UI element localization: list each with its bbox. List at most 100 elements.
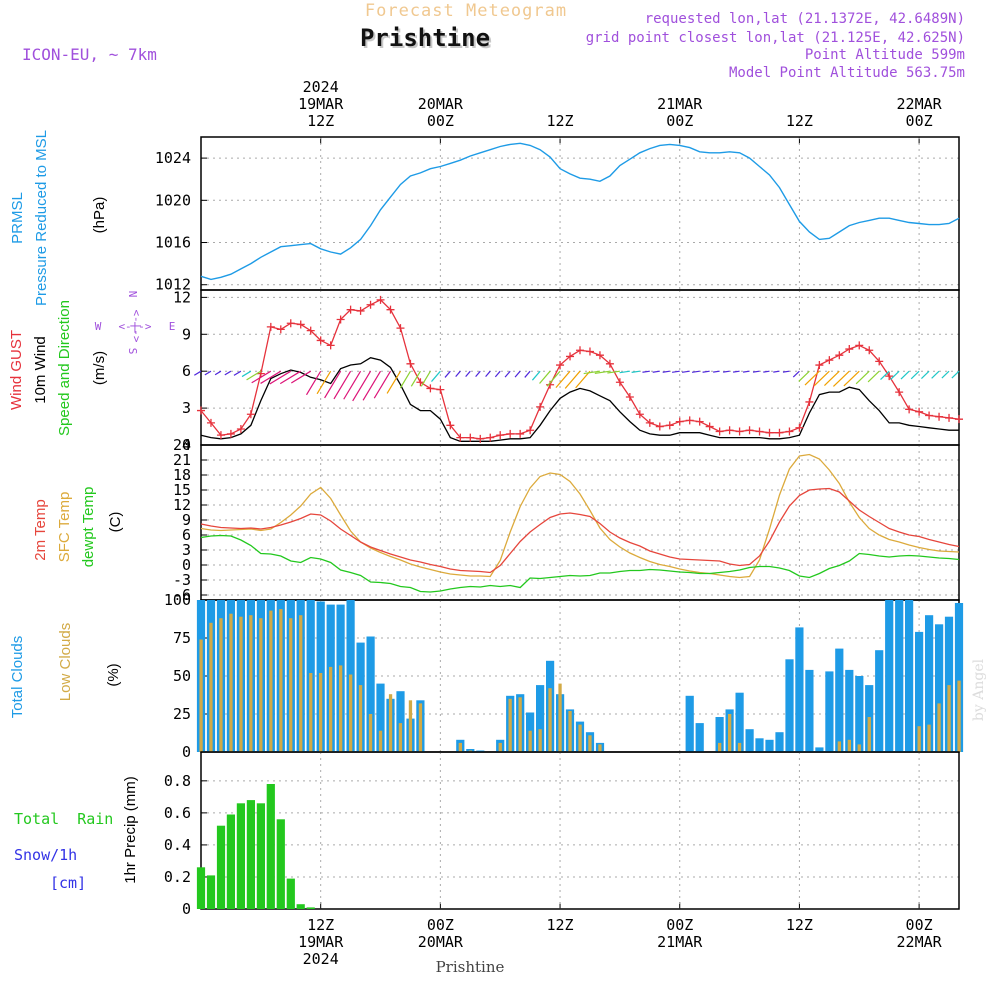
total-cloud-bar (735, 692, 744, 752)
wind-barb (763, 370, 770, 373)
compass-west: W (95, 320, 102, 333)
gust-marker (426, 384, 435, 393)
wind-barb (362, 370, 382, 401)
gust-marker (925, 411, 934, 420)
low-cloud-bar (219, 618, 223, 752)
total-cloud-bar (765, 739, 774, 752)
rain-bar (286, 878, 295, 909)
gust-marker (715, 427, 724, 436)
ytick-label: -3 (173, 571, 191, 589)
low-cloud-bar (728, 714, 732, 752)
gust-marker (845, 345, 854, 354)
ytick-label: 0 (182, 436, 191, 454)
wind-barb (921, 370, 930, 379)
ytick-label: 0.2 (164, 868, 191, 886)
gust-marker (875, 357, 884, 366)
gust-marker (197, 406, 205, 415)
model-name: ICON-EU, ~ 7km (22, 45, 157, 64)
bottom-axis-label: 2024 (303, 950, 339, 968)
gust-line (200, 299, 960, 440)
wind-labels: Wind GUST 10m Wind Speed and Direction (… (8, 291, 175, 436)
snow-label: Snow/1h (14, 846, 77, 864)
ytick-label: 18 (173, 466, 191, 484)
wind-line (200, 357, 959, 442)
wind-barb (514, 370, 521, 378)
wind-barb (814, 370, 830, 386)
total-cloud-bar (376, 683, 385, 752)
wind-barb (782, 370, 790, 373)
panels: 1012101610201024036912-6-303691215182124… (155, 136, 964, 918)
bottom-axis-label: 21MAR (657, 933, 703, 951)
gust-marker (456, 433, 465, 442)
wind-barb (269, 370, 292, 385)
low-cloud-bar (309, 673, 313, 752)
gust-marker (386, 305, 395, 314)
gust-marker (915, 407, 924, 416)
gust-marker (685, 416, 694, 425)
point-altitude: Point Altitude 599m (805, 47, 965, 63)
wind-barb (194, 370, 202, 376)
low-cloud-bar (368, 714, 373, 752)
panel-frame (200, 289, 960, 446)
total-cloud-bar (915, 631, 924, 752)
wind-barb (410, 370, 421, 387)
top-axis-label: 12Z (547, 112, 574, 130)
gust-marker (486, 433, 495, 442)
low-cloud-bar (957, 680, 961, 752)
pressure-labels: PRMSL Pressure Reduced to MSL (hPa) (9, 130, 108, 306)
ytick-label: 1020 (155, 191, 191, 209)
gust-marker (206, 418, 215, 427)
panel-frame (200, 444, 960, 601)
gust-marker (346, 305, 355, 314)
bottom-axis-label: 00Z (427, 916, 454, 934)
bottom-axis-label: 00Z (906, 916, 933, 934)
total-cloud-bar (925, 615, 934, 752)
wind-barb (900, 370, 910, 380)
low-cloud-bar (498, 742, 502, 752)
wind-barb (742, 370, 750, 373)
gust-marker (595, 351, 604, 360)
temp-2m-label: 2m Temp (32, 499, 49, 560)
total-cloud-bar (845, 669, 854, 752)
pressure-line (200, 142, 960, 281)
wind-barb (444, 370, 451, 378)
gust-marker (665, 421, 674, 430)
total-rain-label: Total Rain (14, 810, 113, 828)
low-cloud-bar (458, 742, 462, 752)
rain-bar (256, 803, 265, 909)
ytick-label: 100 (164, 591, 191, 609)
total-cloud-bar (944, 616, 954, 752)
gust-marker (775, 428, 784, 437)
gust-marker (366, 300, 375, 309)
ytick-label: 25 (173, 705, 191, 723)
gust-marker (576, 346, 584, 355)
low-cloud-bar (349, 674, 353, 752)
low-cloud-bar (837, 741, 841, 752)
wind-barb (732, 370, 740, 373)
gust-marker (296, 320, 305, 329)
total-cloud-bar (536, 685, 545, 752)
wind-barb (504, 370, 511, 378)
total-cloud-bar (805, 669, 814, 752)
compass-south: S (126, 348, 139, 355)
rain-bar (246, 800, 255, 909)
sfc-temp-line (200, 453, 960, 579)
gust-marker (266, 322, 275, 331)
gust-marker (246, 410, 255, 419)
rain-bar (296, 904, 305, 909)
top-axis-label: 12Z (307, 112, 334, 130)
total-cloud-bar (825, 671, 834, 752)
wind-barb (575, 370, 591, 389)
compass-arrows-h: <-|-> (118, 320, 151, 333)
wind-barb (546, 370, 561, 387)
low-cloud-bar (239, 616, 243, 752)
total-cloud-bar (954, 603, 964, 752)
gust-marker (615, 378, 624, 387)
wind-barb (855, 370, 870, 385)
wind-barb (910, 370, 920, 380)
wind-barb (642, 370, 650, 373)
ytick-label: 6 (182, 362, 191, 380)
grid-point-coords: grid point closest lon,lat (21.125E, 42.… (586, 30, 965, 46)
total-cloud-bar (685, 695, 694, 752)
wind-10m-label: 10m Wind (32, 336, 49, 404)
